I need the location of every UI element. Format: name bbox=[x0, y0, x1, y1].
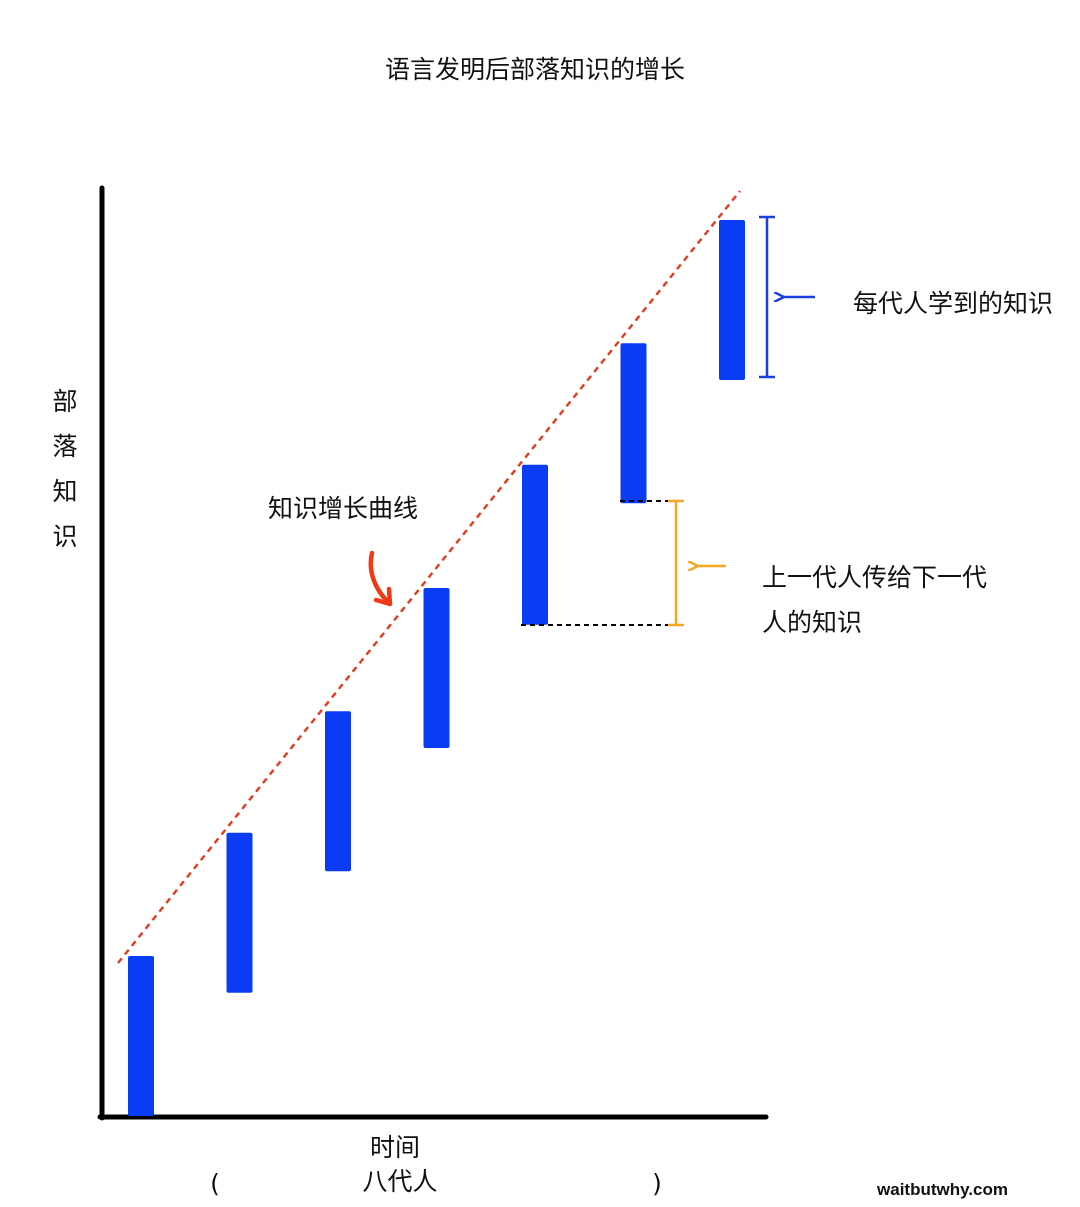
passed-down-label-line1: 上一代人传给下一代 bbox=[762, 563, 987, 592]
watermark: waitbutwhy.com bbox=[876, 1180, 1008, 1199]
x-axis-close-paren: ) bbox=[652, 1169, 662, 1198]
x-axis-open-paren: ( bbox=[210, 1169, 220, 1198]
generation-bar bbox=[522, 464, 548, 625]
y-axis-label-char: 落 bbox=[52, 432, 77, 461]
y-axis-label-char: 知 bbox=[52, 477, 77, 506]
generation-bar bbox=[128, 956, 154, 1116]
growth-curve-label: 知识增长曲线 bbox=[268, 494, 418, 523]
passed-down-bracket bbox=[668, 499, 684, 627]
generation-bar bbox=[423, 588, 450, 748]
generation-bars bbox=[128, 220, 745, 1116]
x-axis-generations-label: 八代人 bbox=[362, 1167, 437, 1196]
y-axis-label: 部 落 知 识 bbox=[52, 387, 77, 551]
diagram-title: 语言发明后部落知识的增长 bbox=[385, 55, 685, 84]
passed-down-label-line2: 人的知识 bbox=[762, 608, 862, 637]
knowledge-growth-curve bbox=[117, 190, 741, 964]
generation-bar bbox=[325, 711, 351, 872]
y-axis-label-char: 识 bbox=[52, 522, 77, 551]
curve-arrow-icon bbox=[368, 550, 393, 607]
each-generation-label: 每代人学到的知识 bbox=[853, 289, 1053, 318]
generation-bar bbox=[719, 220, 745, 380]
generation-bar bbox=[620, 343, 647, 504]
each-generation-bracket bbox=[759, 215, 775, 379]
generation-bar bbox=[226, 832, 253, 993]
x-axis-label: 时间 bbox=[370, 1133, 420, 1162]
y-axis-label-char: 部 bbox=[52, 387, 77, 416]
